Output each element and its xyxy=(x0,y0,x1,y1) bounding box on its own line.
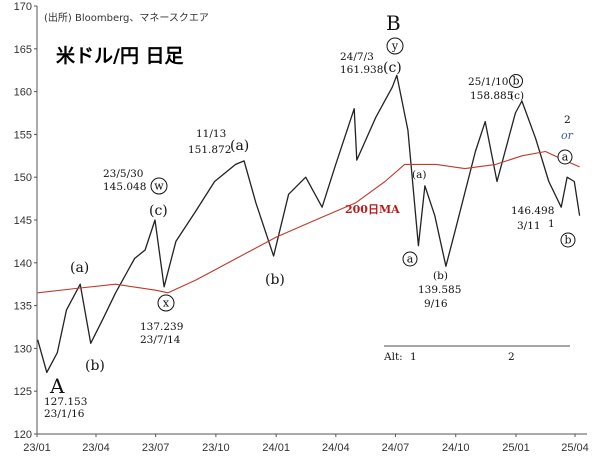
x-tick-label: 23/10 xyxy=(202,442,230,454)
svg-text:b: b xyxy=(564,234,571,247)
y-tick-label: 170 xyxy=(14,1,32,13)
y-tick-label: 165 xyxy=(14,44,32,56)
chart-title: 米ドル/円 日足 xyxy=(56,44,185,67)
ma200-series-line xyxy=(37,150,580,294)
wave-b3-value: 139.585 xyxy=(418,284,461,296)
wave-B-value: 161.938 xyxy=(340,64,383,76)
ma-label: 200日MA xyxy=(345,203,400,216)
x-tick-label: 24/07 xyxy=(382,442,410,454)
wave-1-label: 1 xyxy=(548,218,555,230)
wave-A-letter: A xyxy=(49,374,65,398)
wave-x-circle: x xyxy=(157,294,175,312)
wave-a2-date: 11/13 xyxy=(196,128,226,140)
wave-b4-sub: (c) xyxy=(510,90,524,102)
y-ticks: 120 125 130 135 140 145 150 155 160 165 170 xyxy=(14,1,37,441)
wave-a2: (a) xyxy=(230,138,249,154)
wave-or-label: or xyxy=(561,129,574,142)
wave-b3-date: 9/16 xyxy=(424,298,448,310)
y-tick-label: 150 xyxy=(14,172,32,184)
wave-b2: (b) xyxy=(265,272,285,288)
y-tick-label: 155 xyxy=(14,129,32,141)
x-tick-label: 24/01 xyxy=(262,442,290,454)
x-tick-label: 23/04 xyxy=(82,442,110,454)
plot-area xyxy=(37,6,587,434)
wave-w-date: 23/5/30 xyxy=(103,168,143,180)
wave-w-sub: (c) xyxy=(149,203,168,219)
wave-B-letter: B xyxy=(386,11,401,35)
svg-text:y: y xyxy=(391,40,399,53)
y-tick-label: 160 xyxy=(14,87,32,99)
y-tick-label: 145 xyxy=(14,215,32,227)
svg-text:b: b xyxy=(512,75,519,88)
wave-a3-circle: a xyxy=(402,251,418,267)
source-note: (出所) Bloomberg、マネースクエア xyxy=(44,11,209,24)
wave-w-value: 145.048 xyxy=(103,181,146,193)
wave-b4-date: 25/1/10 xyxy=(468,76,508,88)
x-tick-label: 25/01 xyxy=(502,442,530,454)
wave-b1: (b) xyxy=(85,358,105,374)
series-layer xyxy=(37,74,581,374)
wave-b5-circle: b xyxy=(560,232,576,248)
y-tick-label: 125 xyxy=(14,386,32,398)
x-tick-label: 24/10 xyxy=(442,442,470,454)
alt-label: Alt: xyxy=(383,351,403,363)
y-tick-label: 120 xyxy=(14,429,32,441)
wave-b3: (b) xyxy=(433,270,448,282)
svg-text:a: a xyxy=(562,151,569,164)
wave-y-circle: y xyxy=(386,37,404,55)
alt-wave-2: 2 xyxy=(508,351,515,363)
wave-2-label: 2 xyxy=(564,114,571,126)
price-series-line xyxy=(37,74,581,374)
wave-a4-circle: a xyxy=(557,149,573,165)
y-tick-label: 130 xyxy=(14,343,32,355)
x-tick-label: 23/01 xyxy=(23,442,51,454)
x-tick-label: 23/07 xyxy=(142,442,170,454)
wave-x-date: 23/7/14 xyxy=(140,334,181,346)
wave-a1: (a) xyxy=(70,260,89,276)
svg-text:a: a xyxy=(407,253,414,266)
wave-a3-sub: (a) xyxy=(412,169,426,181)
wave-x-value: 137.239 xyxy=(140,321,183,333)
wave-B-date: 24/7/3 xyxy=(340,51,374,63)
y-tick-label: 140 xyxy=(14,258,32,270)
wave-A-date: 23/1/16 xyxy=(44,408,85,420)
svg-text:w: w xyxy=(154,180,164,193)
x-ticks: 23/01 23/04 23/07 23/10 24/01 24/04 24/07 24/10… xyxy=(23,434,589,454)
y-tick-label: 135 xyxy=(14,301,32,313)
wave-A-value: 127.153 xyxy=(44,396,87,408)
wave-1-date: 3/11 xyxy=(517,220,541,232)
wave-b4-circle: b xyxy=(509,74,523,88)
wave-b4-value: 158.885 xyxy=(470,90,513,102)
wave-1-value: 146.498 xyxy=(511,205,554,217)
wave-B-sub: (c) xyxy=(383,60,402,76)
svg-text:x: x xyxy=(163,297,170,310)
x-tick-label: 24/04 xyxy=(322,442,350,454)
wave-a2-value: 151.872 xyxy=(188,144,231,156)
x-tick-label: 25/04 xyxy=(561,442,589,454)
alt-wave-1: 1 xyxy=(410,351,417,363)
wave-w-circle: w xyxy=(150,177,168,195)
